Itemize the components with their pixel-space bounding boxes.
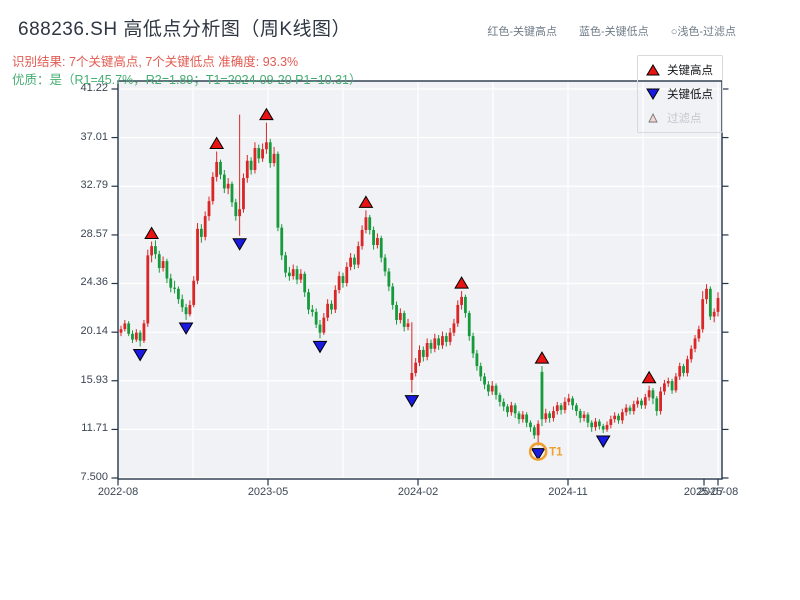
- gridlines: [118, 81, 722, 479]
- chart-legend: 关键高点 关键低点 过滤点: [637, 55, 723, 133]
- y-tick-label: 32.79: [80, 179, 108, 191]
- pale-triangle-icon: [648, 112, 658, 123]
- legend-item-key-high: 关键高点: [646, 58, 722, 82]
- red-up-triangle-icon: [646, 64, 660, 76]
- t1-label: T1: [549, 447, 563, 459]
- color-key-low: 蓝色-关键低点: [579, 26, 649, 38]
- x-tick-label: 2024-11: [548, 486, 588, 498]
- x-tick-label: 2022-08: [97, 486, 139, 498]
- key-low-markers: [132, 238, 611, 461]
- page-title: 688236.SH 高低点分析图（周K线图）: [18, 19, 352, 40]
- axes-frame: [117, 80, 723, 480]
- y-tick-label: 24.36: [80, 276, 108, 288]
- x-tick-label: 2023-05: [247, 486, 289, 498]
- legend-item-filtered: 过滤点: [646, 106, 722, 130]
- legend-label: 关键低点: [667, 89, 713, 101]
- color-key: 红色-关键高点 蓝色-关键低点 ○浅色-过滤点: [487, 23, 736, 39]
- y-tick-label: 11.71: [81, 422, 108, 434]
- legend-label: 关键高点: [667, 65, 713, 77]
- t1-annotation: T1: [528, 442, 563, 461]
- color-key-high: 红色-关键高点: [487, 26, 558, 38]
- y-tick-label: 20.14: [80, 325, 108, 337]
- plot-area: [118, 81, 722, 479]
- y-tick-label: 37.01: [80, 131, 108, 143]
- blue-down-triangle-icon: [646, 88, 660, 100]
- recognition-result-text: 识别结果: 7个关键高点, 7个关键低点 准确度: 93.3%: [12, 55, 299, 69]
- legend-label: 过滤点: [667, 113, 702, 125]
- legend-item-key-low: 关键低点: [646, 82, 722, 106]
- x-tick-label: 2025-07: [683, 486, 725, 498]
- y-tick-label: 28.57: [80, 228, 108, 240]
- x-tick-label: 2024-02: [397, 486, 439, 498]
- y-tick-label: 15.93: [80, 374, 108, 386]
- y-tick-label: 41.22: [80, 82, 108, 94]
- axis-ticks: [111, 88, 729, 486]
- x-tick-label: 2025-08: [697, 486, 739, 498]
- quality-metrics-text: 优质：是（R1=45.7%，R2=1.89；T1=2024-09-20 P1=1…: [12, 73, 362, 87]
- candles-layer: [119, 114, 720, 446]
- color-key-filtered: ○浅色-过滤点: [670, 26, 736, 38]
- y-tick-label: 7.500: [80, 471, 108, 483]
- key-high-markers: [144, 107, 657, 384]
